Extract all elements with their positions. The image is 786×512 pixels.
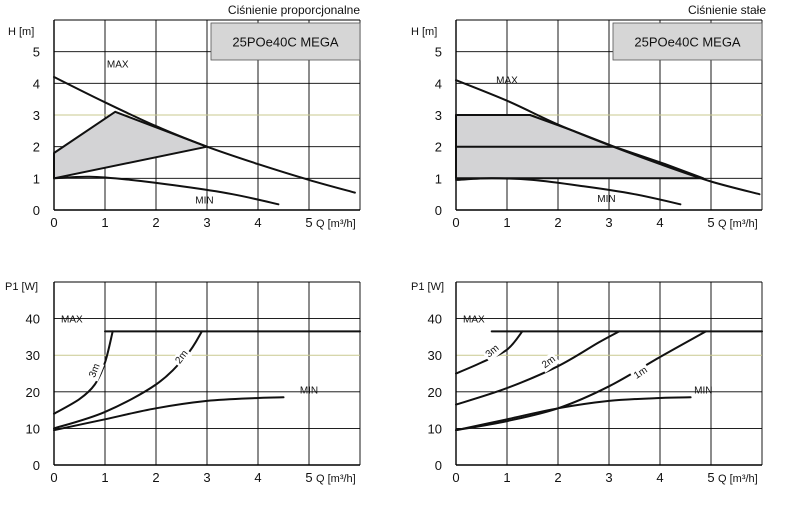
x-tick-label: 5 <box>707 470 714 485</box>
x-tick-label: 0 <box>50 470 57 485</box>
x-tick-label: 0 <box>452 215 459 230</box>
y-tick-label: 30 <box>26 348 40 363</box>
grid <box>54 281 361 465</box>
x-tick-label: 3 <box>605 215 612 230</box>
y-axis-label: P1 [W] <box>411 281 444 293</box>
model-badge <box>210 22 361 61</box>
curve-annotation-bg <box>481 340 504 363</box>
y-axis-label: H [m] <box>411 26 437 38</box>
y-tick-label: 4 <box>33 76 40 91</box>
series-label-max: MAX <box>496 75 518 86</box>
y-tick-label: 2 <box>33 140 40 155</box>
series-label-min: MIN <box>694 386 712 397</box>
curve-annotation-bg <box>537 351 560 373</box>
y-tick-label: 40 <box>428 312 442 327</box>
curve-annotation-bg <box>85 359 105 382</box>
series-line-min <box>53 175 280 206</box>
y-tick-label: 2 <box>435 140 442 155</box>
x-axis-label: Q [m³/h] <box>718 218 758 230</box>
y-tick-label: 40 <box>26 312 40 327</box>
x-axis-label: Q [m³/h] <box>316 218 356 230</box>
x-tick-label: 1 <box>503 470 510 485</box>
series-line-min <box>455 396 692 432</box>
series-label-max: MAX <box>463 314 485 325</box>
chart-1: Ciśnienie proporcjonalne 0 1 2 3 4 5 0 1 2 3 4 5 H [m… <box>8 3 361 230</box>
y-tick-label: 4 <box>435 76 442 91</box>
x-tick-label: 0 <box>452 470 459 485</box>
model-badge-label: 25POe40C MEGA <box>634 35 741 50</box>
series-line-max <box>455 79 761 196</box>
curve-annotation-3m: 3m <box>87 362 102 379</box>
series-line-1m <box>455 330 707 432</box>
y-tick-label: 1 <box>435 171 442 186</box>
x-tick-label: 5 <box>305 470 312 485</box>
curve-annotation-bg <box>629 362 652 384</box>
x-tick-label: 2 <box>554 470 561 485</box>
y-tick-label: 3 <box>435 108 442 123</box>
series-label-min: MIN <box>195 196 213 207</box>
x-tick-label: 1 <box>503 215 510 230</box>
x-tick-label: 4 <box>254 215 261 230</box>
y-tick-label: 20 <box>428 385 442 400</box>
series-label-max: MAX <box>107 60 129 71</box>
curve-annotation-bg <box>171 346 193 369</box>
chart-title: Ciśnienie proporcjonalne <box>228 3 360 17</box>
x-tick-label: 4 <box>656 470 663 485</box>
series-line-2m <box>53 330 203 430</box>
y-tick-label: 5 <box>33 45 40 60</box>
y-tick-label: 0 <box>435 203 442 218</box>
y-tick-label: 1 <box>33 171 40 186</box>
y-axis-label: P1 [W] <box>5 281 38 293</box>
y-tick-label: 10 <box>428 421 442 436</box>
series-line-min <box>455 177 682 206</box>
x-tick-label: 2 <box>554 215 561 230</box>
model-badge <box>612 22 763 61</box>
y-tick-label: 3 <box>33 108 40 123</box>
y-tick-label: 0 <box>33 458 40 473</box>
x-tick-label: 2 <box>152 470 159 485</box>
x-tick-label: 1 <box>101 215 108 230</box>
series-line-min <box>53 396 285 432</box>
operating-region <box>53 110 208 180</box>
series-line-max <box>53 76 356 194</box>
x-tick-label: 2 <box>152 215 159 230</box>
x-tick-label: 3 <box>203 215 210 230</box>
x-axis-label: Q [m³/h] <box>316 473 356 485</box>
x-tick-label: 4 <box>254 470 261 485</box>
x-axis-label: Q [m³/h] <box>718 473 758 485</box>
series-label-min: MIN <box>597 194 615 205</box>
series-label-min: MIN <box>300 386 318 397</box>
x-tick-label: 3 <box>605 470 612 485</box>
y-tick-label: 5 <box>435 45 442 60</box>
y-axis-label: H [m] <box>8 26 34 38</box>
chart-2: Ciśnienie stałe 0 1 2 3 4 5 0 1 2 3 4 5 H [m] Q [m³/h]… <box>411 3 766 230</box>
series-label-max: MAX <box>61 314 83 325</box>
x-tick-label: 5 <box>707 215 714 230</box>
x-tick-label: 5 <box>305 215 312 230</box>
x-tick-label: 1 <box>101 470 108 485</box>
grid <box>456 281 763 465</box>
y-tick-label: 0 <box>33 203 40 218</box>
chart-title: Ciśnienie stałe <box>688 3 766 17</box>
y-tick-label: 30 <box>428 348 442 363</box>
x-tick-label: 0 <box>50 215 57 230</box>
x-tick-label: 3 <box>203 470 210 485</box>
series-line-3m <box>53 330 114 415</box>
x-tick-label: 4 <box>656 215 663 230</box>
y-tick-label: 20 <box>26 385 40 400</box>
y-tick-label: 0 <box>435 458 442 473</box>
model-badge-label: 25POe40C MEGA <box>232 35 339 50</box>
y-tick-label: 10 <box>26 421 40 436</box>
series-line-2m <box>455 330 621 406</box>
